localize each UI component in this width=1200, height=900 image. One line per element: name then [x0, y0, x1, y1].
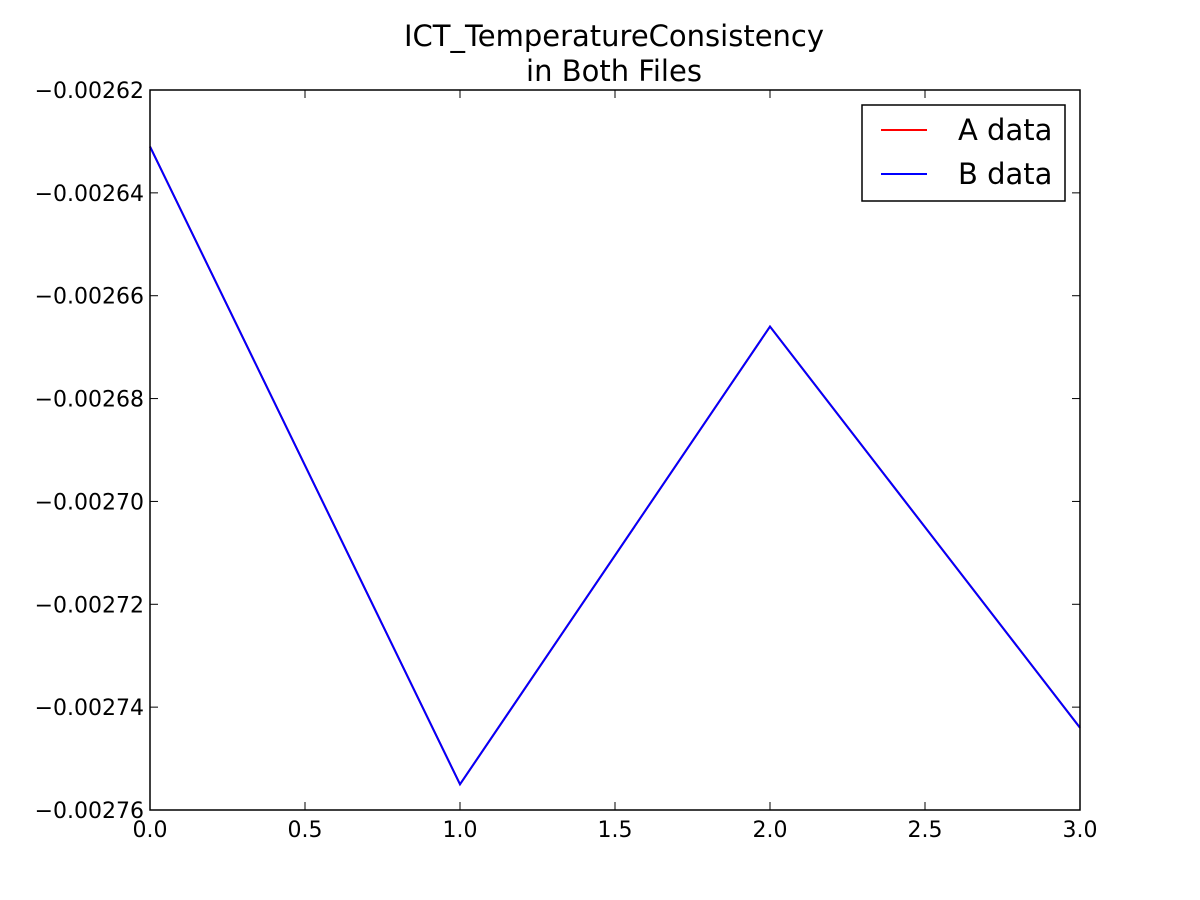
- y-tick-label: −0.00276: [35, 799, 144, 824]
- chart-subtitle: in Both Files: [526, 54, 702, 88]
- series-lines: [149, 146, 1081, 787]
- x-tick-label: 3.0: [1063, 818, 1098, 843]
- x-tick-label: 0.5: [288, 818, 323, 843]
- y-tick-label: −0.00270: [35, 490, 144, 515]
- legend-box: [861, 104, 1066, 202]
- y-tick-label: −0.00268: [35, 388, 144, 413]
- x-tick-label: 2.0: [753, 818, 788, 843]
- x-tick-label: 0.0: [133, 818, 168, 843]
- legend-label: B data: [958, 157, 1052, 191]
- series-line-a: [149, 146, 1081, 787]
- axis-ticks: 0.0 0.5 1.0 1.5 2.0 2.5 3.0 −0.00262 −0.00264 −0.…: [35, 79, 1098, 843]
- y-tick-label: −0.00272: [35, 593, 144, 618]
- legend-label: A data: [958, 113, 1052, 147]
- x-tick-label: 2.5: [908, 818, 943, 843]
- plot-area-frame: [149, 89, 1081, 811]
- x-tick-label: 1.5: [598, 818, 633, 843]
- legend: A data B data: [861, 104, 1066, 202]
- series-line-b: [149, 146, 1081, 787]
- y-tick-label: −0.00266: [35, 285, 144, 310]
- chart-title: ICT_TemperatureConsistency: [404, 19, 824, 53]
- y-tick-label: −0.00262: [35, 79, 144, 104]
- y-tick-label: −0.00264: [35, 182, 144, 207]
- x-tick-label: 1.0: [443, 818, 478, 843]
- y-tick-label: −0.00274: [35, 696, 144, 721]
